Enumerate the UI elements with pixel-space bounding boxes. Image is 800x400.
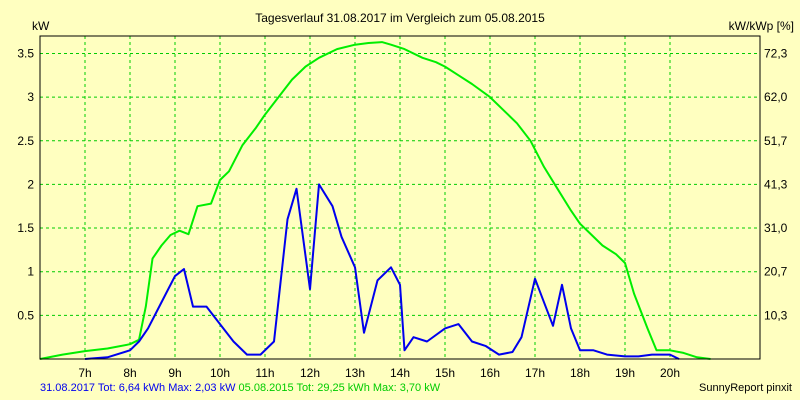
- y-tick-label-right: 62,0: [764, 90, 788, 104]
- plot-border: [39, 35, 761, 360]
- series-layer: [39, 41, 711, 360]
- y-tick-label-right: 72,3: [764, 46, 788, 60]
- x-tick-label: 11h: [255, 366, 274, 380]
- x-tick-label: 19h: [615, 366, 635, 380]
- x-tick-label: 12h: [300, 366, 320, 380]
- y-tick-label-left: 1.5: [17, 221, 34, 235]
- x-tick-label: 16h: [480, 366, 500, 380]
- chart-title: Tagesverlauf 31.08.2017 im Vergleich zum…: [255, 11, 545, 25]
- y-axis-label-right: kW/kWp [%]: [729, 19, 794, 33]
- tick-labels: 7h 8h 9h 10h 11h 12h 13h 14h 15h 16h 17h 18h 19h 20h 0…: [17, 46, 787, 380]
- x-tick-label: 14h: [390, 366, 410, 380]
- y-tick-label-left: 1: [27, 265, 34, 279]
- x-tick-label: 7h: [78, 366, 91, 380]
- x-tick-label: 20h: [660, 366, 680, 380]
- footer-summary: 31.08.2017 Tot: 6,64 kWh Max: 2,03 kW 05…: [40, 382, 440, 394]
- y-tick-label-left: 2: [27, 177, 34, 191]
- y-tick-label-right: 10,3: [764, 308, 788, 322]
- y-tick-label-right: 20,7: [764, 265, 788, 279]
- series-line-05-08-2015: [39, 41, 711, 360]
- footer-credit: SunnyReport pinxit: [699, 382, 792, 394]
- footer-summary-2017: 31.08.2017 Tot: 6,64 kWh Max: 2,03 kW: [40, 382, 236, 394]
- y-tick-label-left: 2.5: [17, 134, 34, 148]
- x-tick-label: 9h: [168, 366, 181, 380]
- y-tick-label-right: 41,3: [764, 177, 788, 191]
- y-tick-label-right: 51,7: [764, 134, 788, 148]
- x-tick-label: 18h: [570, 366, 590, 380]
- x-tick-label: 8h: [123, 366, 136, 380]
- x-tick-label: 15h: [435, 366, 455, 380]
- y-tick-label-left: 0.5: [17, 308, 34, 322]
- footer-summary-2015: 05.08.2015 Tot: 29,25 kWh Max: 3,70 kW: [238, 382, 441, 394]
- x-tick-label: 17h: [525, 366, 545, 380]
- x-tick-label: 10h: [210, 366, 230, 380]
- axis-frame: [39, 35, 761, 360]
- x-tick-label: 13h: [345, 366, 365, 380]
- y-tick-label-left: 3: [27, 90, 34, 104]
- y-tick-label-left: 3.5: [17, 46, 34, 60]
- y-tick-label-right: 31,0: [764, 221, 788, 235]
- y-axis-label-left: kW: [32, 19, 50, 33]
- grid-lines: [40, 36, 760, 359]
- series-line-31-08-2017: [84, 183, 680, 360]
